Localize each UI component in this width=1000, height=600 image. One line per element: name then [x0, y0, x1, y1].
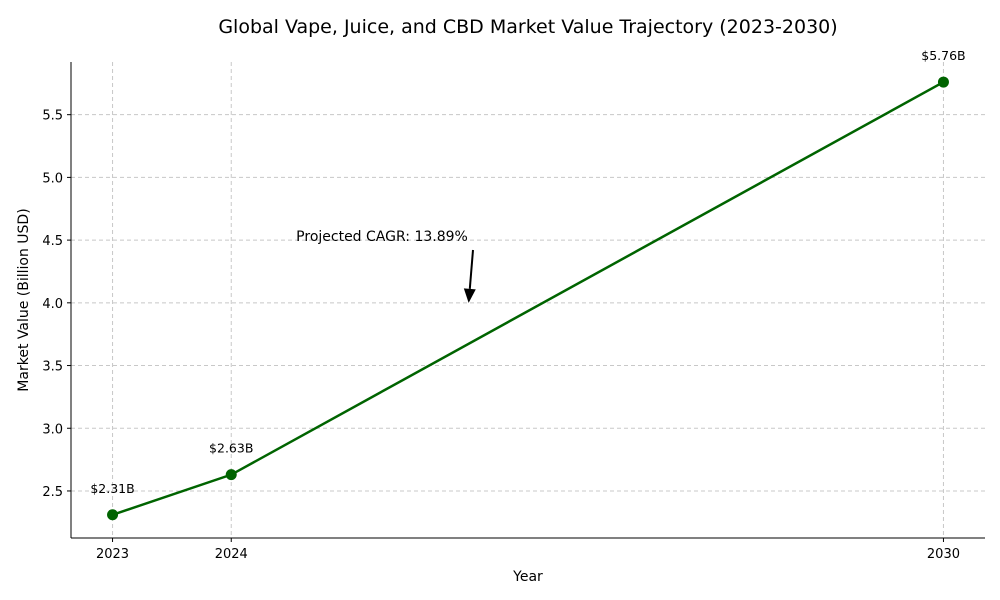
y-tick-label: 4.5: [42, 234, 63, 249]
data-point: [107, 509, 119, 521]
data-point: [225, 469, 237, 481]
x-tick-label: 2030: [927, 547, 960, 562]
y-tick-label: 2.5: [42, 485, 63, 500]
data-label: $5.76B: [921, 48, 965, 63]
grid: [71, 62, 985, 538]
axes: 2.5 3.0 3.5 4.0 4.5 5.0 5.5 2023 2024 2030: [42, 62, 985, 562]
data-point: [937, 76, 949, 88]
annotation-arrow: [468, 249, 474, 289]
y-tick-label: 5.0: [42, 171, 63, 186]
x-axis-label: Year: [512, 569, 543, 585]
data-label: $2.63B: [209, 441, 253, 456]
annotation-text: Projected CAGR: 13.89%: [296, 229, 468, 245]
y-axis-label: Market Value (Billion USD): [16, 208, 32, 391]
y-tick-label: 4.0: [42, 297, 63, 312]
y-tick-label: 5.5: [42, 109, 63, 124]
cagr-annotation: Projected CAGR: 13.89%: [296, 229, 476, 303]
series-marks: $2.31B $2.63B $5.76B: [90, 48, 966, 521]
chart-title: Global Vape, Juice, and CBD Market Value…: [218, 16, 837, 38]
x-tick-label: 2024: [215, 547, 248, 562]
y-tick-label: 3.5: [42, 360, 63, 375]
x-tick-label: 2023: [96, 547, 129, 562]
data-label: $2.31B: [90, 481, 134, 496]
y-tick-label: 3.0: [42, 422, 63, 437]
annotation-arrowhead: [463, 288, 476, 303]
